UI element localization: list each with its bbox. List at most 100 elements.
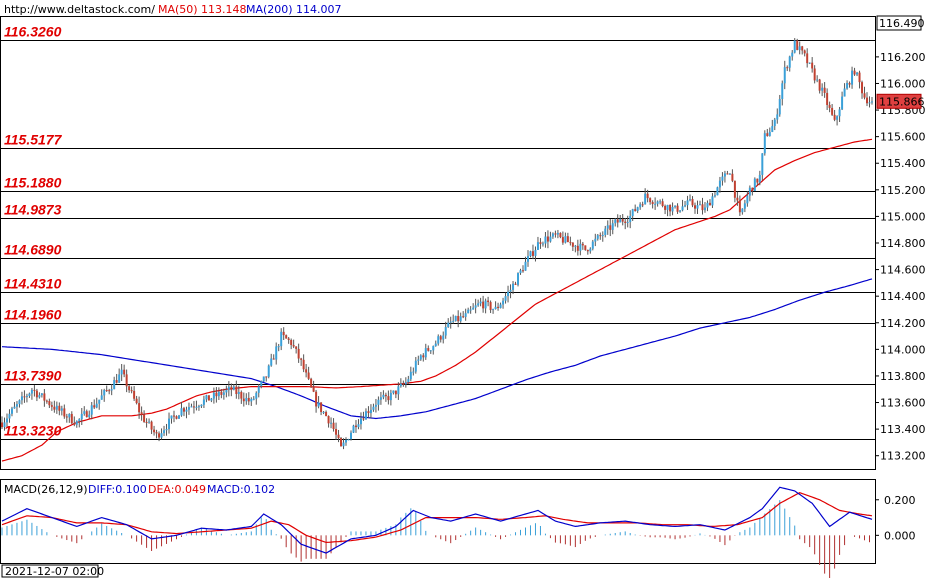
candle-body [190,406,193,408]
candle-body [120,369,123,375]
level-label: 113.7390 [4,368,62,384]
price-tick-label: 116.000 [880,77,926,90]
candle-body [63,408,66,417]
candle-body [240,392,243,399]
candle-body [177,415,180,419]
candle-body [262,376,265,382]
candle-body [18,400,21,405]
candle-body [492,308,495,311]
candle-body [192,406,195,408]
candle-body [781,83,784,100]
candle-body [247,397,250,402]
candle-body [439,336,442,340]
level-label: 114.1960 [4,307,62,323]
candle-body [163,430,166,434]
candle-body [113,380,116,390]
candle-body [305,369,308,373]
candle-body [846,82,849,89]
ma50-path [1,138,873,462]
candle-body [848,82,851,85]
candle-body [195,406,198,408]
site-url[interactable]: http://www.deltastock.com/ [4,3,155,16]
candle-body [8,413,11,419]
candle-body [494,306,497,309]
candle-body [472,307,475,310]
candle-body [718,180,721,188]
candle-body [422,355,425,358]
candle-body [414,360,417,372]
candle-body [778,99,781,115]
candle-body [596,235,599,239]
level-lines [0,40,875,440]
candle-body [833,114,836,120]
candle-body [619,219,622,223]
candle-body [529,251,532,257]
candle-body [43,393,46,401]
candle-body [499,304,502,308]
candle-body [417,359,420,361]
candle-body [753,178,756,192]
candle-body [407,379,410,383]
ma50-value: 113.148 [201,3,247,16]
candle-body [609,225,612,230]
price-tick-label: 114.000 [880,343,926,356]
candle-body [487,300,490,303]
candle-body [123,369,126,375]
price-tick-label: 116.200 [880,51,926,64]
candle-body [716,187,719,196]
candle-body [614,219,617,224]
candle-body [115,380,118,383]
candle-body [402,383,405,385]
dea-path [1,492,873,544]
candle-body [726,173,729,175]
candle-body [250,399,253,402]
candle-body [255,392,258,399]
candle-body [118,374,121,383]
candle-body [636,207,639,212]
candle-body [634,209,637,212]
candle-body [858,72,861,83]
candle-body [88,414,91,418]
candle-body [377,399,380,405]
candle-body [384,394,387,397]
candle-body [746,195,749,204]
price-tick-label: 115.400 [880,157,926,170]
candle-body [409,371,412,380]
level-label: 115.5177 [4,132,63,148]
candle-body [130,390,133,392]
level-label: 115.1880 [4,175,62,191]
price-panel [0,16,876,470]
candle-body [856,72,859,75]
candle-body [803,50,806,54]
candle-body [484,300,487,309]
candle-body [197,406,200,408]
candle-body [200,404,203,407]
candle-body [175,416,178,419]
candle-body [332,422,335,430]
candle-body [604,228,607,236]
candle-body [681,206,684,211]
candle-body [372,406,375,410]
candle-body [659,201,662,203]
candle-body [362,418,365,420]
candle-body [374,404,377,407]
candle-body [748,187,751,196]
candle-body [207,395,210,401]
candle-body [35,390,38,398]
candle-body [701,204,704,211]
candle-body [15,404,18,407]
candle-body [641,204,644,206]
candle-body [160,433,163,438]
candle-body [738,200,741,213]
candle-body [788,56,791,68]
candle-body [564,236,567,243]
candle-body [459,316,462,322]
candle-body [108,390,111,392]
candle-body [340,438,343,447]
candle-body [3,422,6,428]
candle-body [185,409,188,412]
macd-value-label: MACD:0.102 [207,483,275,496]
candle-body [661,201,664,207]
candle-body [173,415,176,417]
candle-body [349,432,352,440]
